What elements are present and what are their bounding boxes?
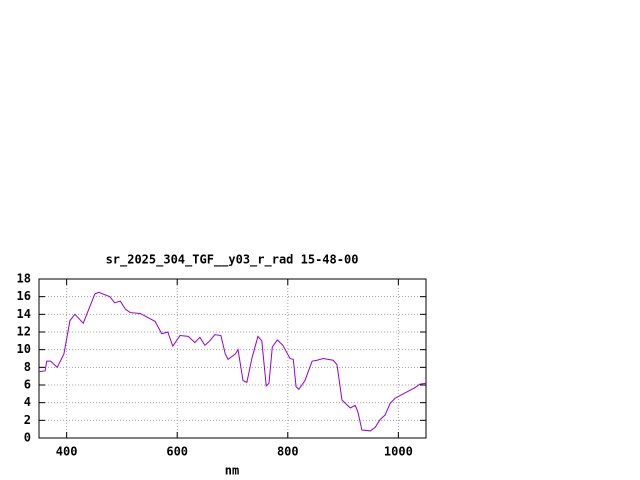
y-tick-label: 0 [24, 431, 31, 445]
data-line [38, 291, 427, 432]
y-tick-label: 16 [17, 289, 31, 303]
x-axis-label: nm [225, 464, 239, 478]
y-tick-label: 2 [24, 413, 31, 427]
y-tick-label: 8 [24, 360, 31, 374]
plot-frame [38, 278, 427, 439]
x-tick-label: 600 [166, 445, 188, 459]
y-tick-label: 10 [17, 342, 31, 356]
chart-title: sr_2025_304_TGF__y03_r_rad 15-48-00 [106, 253, 359, 268]
y-tick-label: 6 [24, 378, 31, 392]
x-tick-label: 800 [277, 445, 299, 459]
y-tick-label: 4 [24, 395, 31, 409]
y-tick-label: 18 [17, 272, 31, 286]
x-tick-label: 1000 [384, 445, 413, 459]
y-tick-label: 14 [17, 307, 31, 321]
y-tick-label: 12 [17, 325, 31, 339]
x-tick-label: 400 [56, 445, 78, 459]
